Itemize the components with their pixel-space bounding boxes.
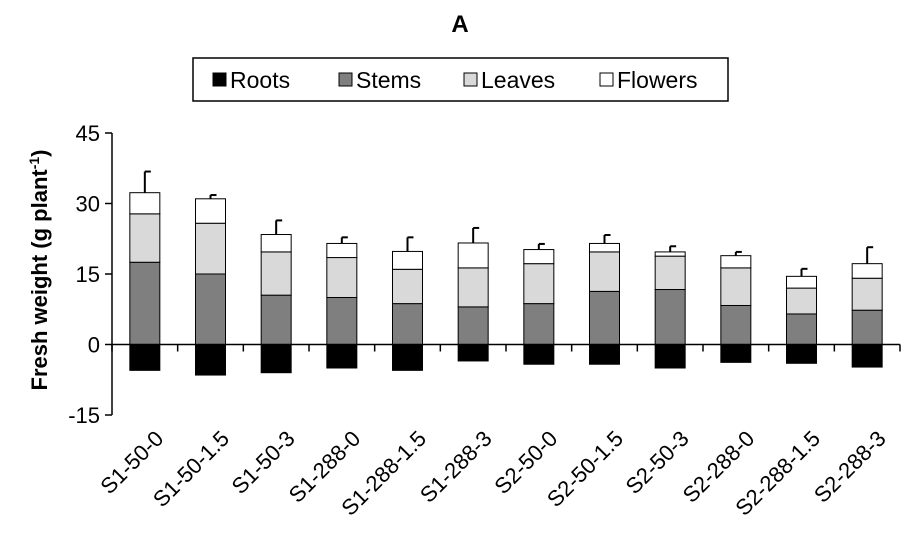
legend-swatch-stems xyxy=(338,72,353,87)
legend-label-leaves: Leaves xyxy=(481,67,555,93)
bars xyxy=(129,170,883,376)
bar-segment-leaves xyxy=(260,251,292,296)
bar-segment-leaves xyxy=(195,222,226,275)
y-axis: 45 30 15 0 -15 xyxy=(68,121,113,428)
bar-segment-flowers xyxy=(326,242,358,259)
bar-stack xyxy=(720,250,752,363)
bar-segment-stems xyxy=(260,294,292,345)
bar-stack xyxy=(457,226,489,362)
y-tick-label: 45 xyxy=(76,121,100,146)
legend-box xyxy=(192,57,729,102)
bar-segment-leaves xyxy=(326,257,358,298)
bar-segment-leaves xyxy=(129,213,161,263)
bar-segment-leaves xyxy=(720,267,752,306)
chart-title: A xyxy=(451,11,468,38)
x-tick-label: S1-288-3 xyxy=(415,426,497,508)
bar-segment-roots xyxy=(457,344,489,362)
bar-segment-flowers xyxy=(786,275,817,289)
bar-segment-stems xyxy=(786,313,817,346)
bar-segment-stems xyxy=(195,273,226,345)
legend-label-stems: Stems xyxy=(356,67,421,93)
bar-segment-stems xyxy=(457,306,489,345)
bar-segment-flowers xyxy=(457,242,489,269)
bar-segment-roots xyxy=(392,344,423,371)
bar-segment-roots xyxy=(654,344,686,369)
legend-swatch-leaves xyxy=(463,72,478,87)
bar-stack xyxy=(260,219,292,374)
bar-segment-leaves xyxy=(786,287,817,315)
bar-segment-flowers xyxy=(589,242,620,253)
bar-segment-roots xyxy=(326,344,358,369)
bar-stack xyxy=(786,267,817,364)
bar-segment-flowers xyxy=(195,198,226,224)
bar-segment-roots xyxy=(589,344,620,365)
y-axis-label: Fresh weight (g plant-1) xyxy=(26,149,52,390)
bar-stack xyxy=(654,245,686,369)
bar-segment-stems xyxy=(392,303,423,345)
bar-segment-flowers xyxy=(260,234,292,253)
bar-stack xyxy=(195,194,226,376)
y-axis-label-sup: -1 xyxy=(26,157,42,170)
bar-segment-flowers xyxy=(654,251,686,257)
y-tick-label: 15 xyxy=(76,262,100,287)
bar-segment-roots xyxy=(260,344,292,374)
bar-segment-flowers xyxy=(392,250,423,270)
legend-swatch-roots xyxy=(212,72,227,87)
legend: Roots Stems Leaves Flowers xyxy=(192,57,729,102)
legend-swatch-flowers xyxy=(599,72,614,87)
bar-segment-roots xyxy=(786,344,817,364)
bar-segment-leaves xyxy=(851,277,883,311)
legend-label-flowers: Flowers xyxy=(617,67,698,93)
bar-segment-roots xyxy=(851,344,883,368)
x-tick-label: S2-288-3 xyxy=(809,426,891,508)
bar-segment-flowers xyxy=(129,192,161,215)
bar-stack xyxy=(129,170,161,371)
bar-segment-stems xyxy=(720,304,752,345)
bar-segment-stems xyxy=(326,297,358,345)
bar-stack xyxy=(392,236,423,371)
bar-segment-stems xyxy=(589,290,620,346)
y-axis-label-main: Fresh weight (g plant xyxy=(27,169,52,391)
y-tick-label: 30 xyxy=(76,192,100,217)
bar-segment-stems xyxy=(851,309,883,346)
bar-segment-leaves xyxy=(523,263,555,305)
y-tick-label: -15 xyxy=(68,403,100,428)
bar-segment-stems xyxy=(129,261,161,345)
bar-segment-leaves xyxy=(457,267,489,308)
y-tick-label: 0 xyxy=(88,333,100,358)
bar-segment-leaves xyxy=(589,251,620,292)
bar-segment-roots xyxy=(129,344,161,371)
bar-segment-roots xyxy=(195,344,226,376)
bar-stack xyxy=(523,242,555,365)
y-axis-label-close: ) xyxy=(27,149,52,156)
bar-stack xyxy=(326,236,358,369)
bar-segment-stems xyxy=(523,303,555,345)
legend-label-roots: Roots xyxy=(230,67,290,93)
bar-segment-stems xyxy=(654,289,686,346)
bar-segment-flowers xyxy=(720,255,752,269)
bar-segment-flowers xyxy=(523,249,555,265)
bar-segment-leaves xyxy=(392,268,423,305)
bar-segment-roots xyxy=(523,344,555,365)
bar-segment-leaves xyxy=(654,255,686,291)
bar-stack xyxy=(851,246,883,368)
bar-segment-flowers xyxy=(851,263,883,279)
bar-segment-roots xyxy=(720,344,752,363)
